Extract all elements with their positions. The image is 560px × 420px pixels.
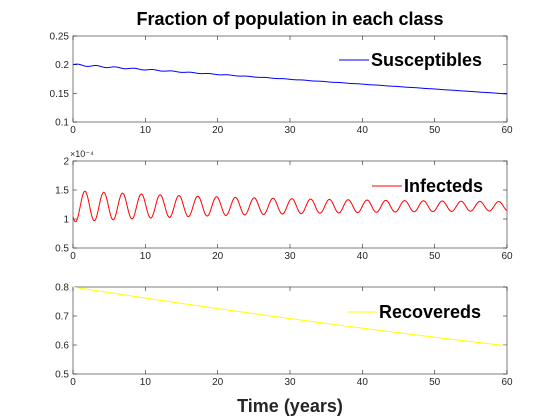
x-tick-label: 10 bbox=[140, 251, 152, 262]
x-tick-label: 0 bbox=[70, 125, 76, 136]
y-tick-label: 0.5 bbox=[55, 244, 69, 255]
x-tick-label: 10 bbox=[140, 125, 152, 136]
series-line-susceptibles bbox=[72, 63, 508, 95]
x-tick-label: 60 bbox=[501, 251, 513, 262]
x-tick-label: 20 bbox=[212, 251, 224, 262]
subplot-recovereds: 0 10 20 30 40 50 60 0.5 0.6 0.7 0.8 Recovereds bbox=[55, 283, 513, 389]
y-tick-label: 2 bbox=[63, 157, 69, 168]
x-tick-label: 60 bbox=[501, 377, 513, 388]
panels: 0 10 20 30 40 50 600.10.150.20.25Susceptibles0… bbox=[50, 32, 513, 389]
x-tick-label: 40 bbox=[357, 251, 369, 262]
x-tick-label: 30 bbox=[284, 251, 296, 262]
x-tick-label: 0 bbox=[70, 377, 76, 388]
y-tick-label: 0.1 bbox=[55, 118, 69, 129]
y-tick-label: 0.7 bbox=[55, 312, 69, 323]
subplot-susceptibles: 0 10 20 30 40 50 60 0.1 0.15 0.2 0.25 Susceptibles bbox=[50, 32, 513, 137]
legend: Recovereds bbox=[345, 298, 497, 326]
y-tick-label: 0.8 bbox=[55, 283, 69, 294]
subplot-infecteds: 0 10 20 30 40 50 60 0.5 1 1.5 2×10⁻⁴ Infecteds bbox=[55, 149, 513, 262]
x-tick-label: 10 bbox=[140, 377, 152, 388]
x-tick-label: 50 bbox=[429, 251, 441, 262]
legend-label: Infecteds bbox=[404, 176, 483, 196]
legend-label: Recovereds bbox=[379, 302, 481, 322]
series-line-recovereds bbox=[72, 286, 508, 347]
y-tick-label: 0.6 bbox=[55, 341, 69, 352]
chart-title: Fraction of population in each class bbox=[136, 9, 443, 29]
y-tick-label: 0.2 bbox=[55, 60, 69, 71]
x-tick-label: 60 bbox=[501, 125, 513, 136]
x-tick-label: 20 bbox=[212, 377, 224, 388]
x-tick-label: 40 bbox=[357, 377, 369, 388]
legend: Infecteds bbox=[370, 172, 497, 200]
y-tick-label: 0.25 bbox=[50, 32, 70, 43]
y-tick-label: 0.5 bbox=[55, 370, 69, 381]
x-tick-label: 40 bbox=[357, 125, 369, 136]
y-tick-label: 1.5 bbox=[55, 186, 69, 197]
legend-label: Susceptibles bbox=[371, 50, 482, 70]
x-tick-label: 30 bbox=[284, 125, 296, 136]
series-line-infecteds bbox=[72, 190, 508, 223]
x-tick-label: 30 bbox=[284, 377, 296, 388]
y-exponent-label: ×10⁻⁴ bbox=[70, 149, 94, 159]
x-tick-label: 0 bbox=[70, 251, 76, 262]
x-tick-label: 20 bbox=[212, 125, 224, 136]
y-tick-label: 0.15 bbox=[50, 89, 70, 100]
y-tick-label: 1 bbox=[63, 215, 69, 226]
legend: Susceptibles bbox=[337, 46, 497, 74]
x-tick-label: 50 bbox=[429, 377, 441, 388]
x-tick-label: 50 bbox=[429, 125, 441, 136]
x-axis-label: Time (years) bbox=[237, 396, 343, 416]
